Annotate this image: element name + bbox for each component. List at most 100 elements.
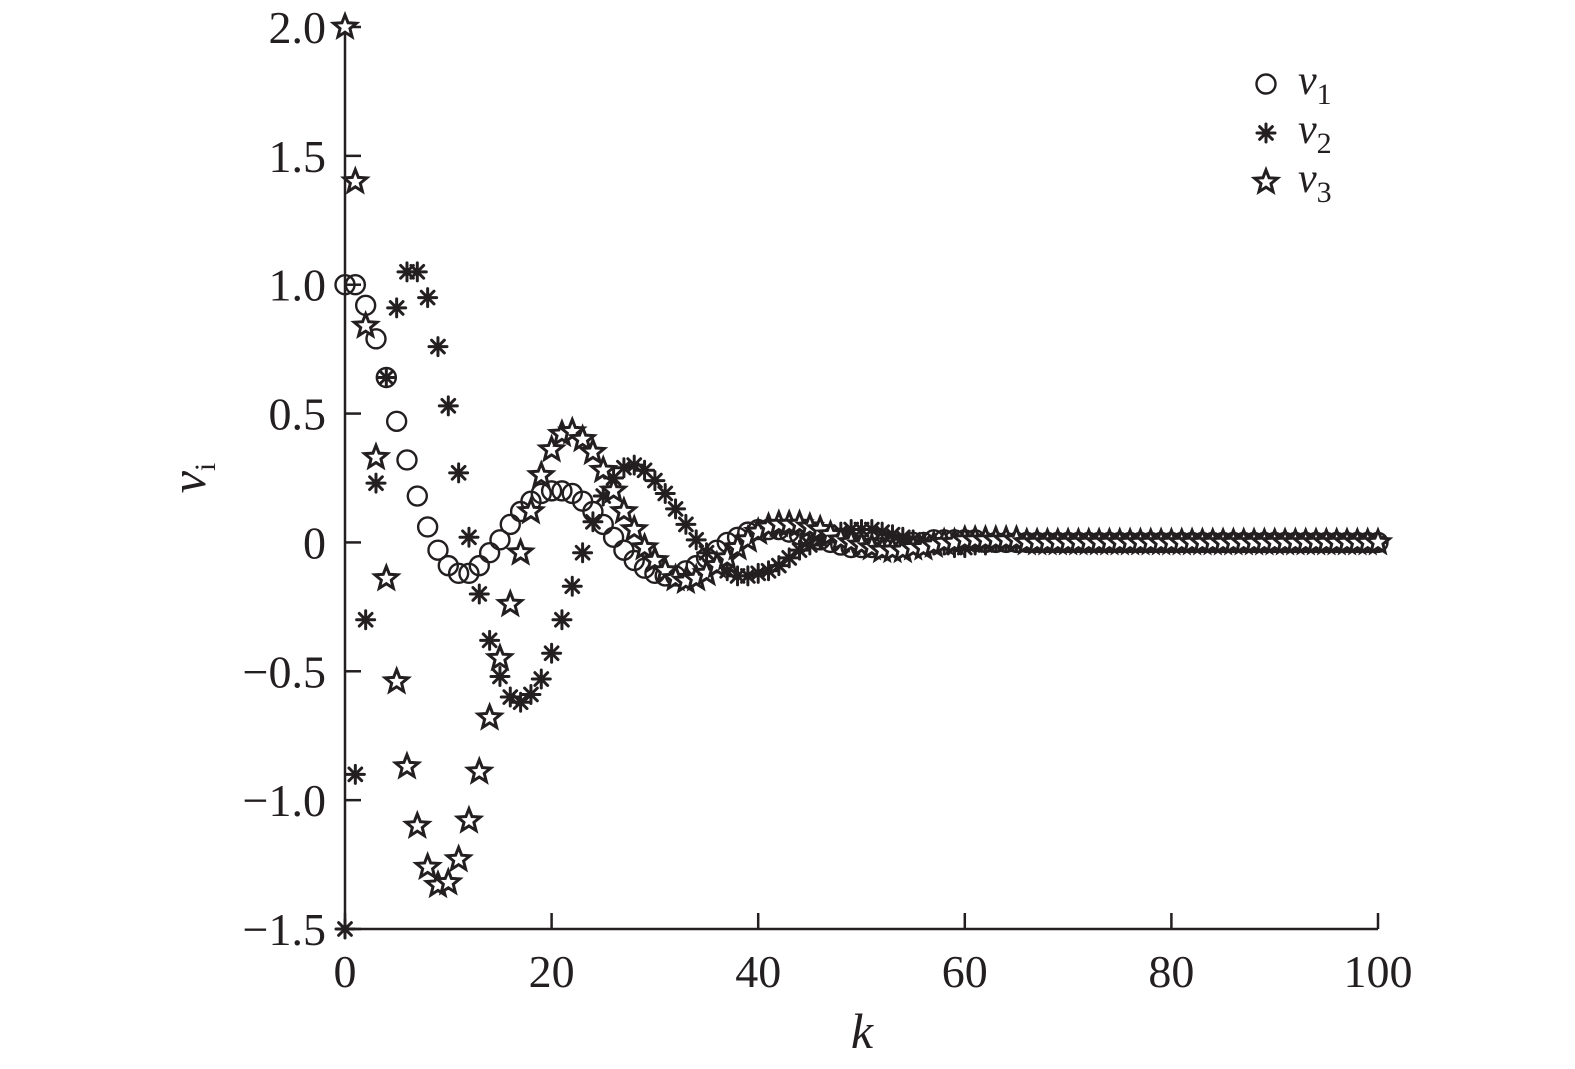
data-point-v1 (416, 516, 439, 538)
data-point-v2 (437, 395, 459, 417)
data-point-v2 (489, 665, 511, 687)
legend-label-v1: v1 (1298, 58, 1332, 111)
y-tick-label: 0 (303, 517, 326, 568)
data-point-v1 (396, 449, 418, 471)
data-point-v1 (334, 274, 356, 296)
y-tick-label: −1.5 (243, 904, 326, 955)
y-tick-label: 2.0 (269, 2, 327, 53)
data-point-v2 (334, 918, 356, 940)
data-point-v1 (406, 485, 429, 507)
data-point-v2 (778, 547, 800, 569)
data-point-v1 (602, 526, 625, 548)
y-axis-title-base: v (160, 470, 216, 493)
data-point-v3 (432, 866, 464, 896)
series-v2 (334, 261, 1389, 940)
series-v3 (329, 10, 1394, 899)
data-point-v3 (340, 165, 371, 195)
data-point-v2 (582, 511, 604, 533)
y-tick-label: 1.0 (269, 260, 327, 311)
data-point-v1 (344, 274, 367, 296)
x-tick-label: 20 (529, 946, 575, 997)
data-point-v3 (505, 536, 536, 566)
data-point-v2 (468, 583, 490, 605)
data-point-v2 (561, 575, 583, 597)
data-point-v2 (520, 683, 542, 705)
data-point-v3 (515, 495, 547, 525)
data-point-v3 (381, 665, 412, 695)
data-point-v2 (541, 642, 563, 664)
data-point-v3 (463, 755, 495, 785)
data-point-v3 (443, 843, 474, 873)
data-point-v1 (427, 539, 449, 561)
data-point-v3 (391, 750, 423, 780)
data-point-v3 (329, 10, 361, 41)
data-point-v3 (629, 531, 660, 561)
x-axis-title: k (851, 1003, 874, 1059)
y-axis-title: vi (160, 463, 222, 494)
data-point-v2 (344, 763, 366, 785)
data-point-v2 (685, 529, 707, 551)
data-point-v2 (675, 513, 697, 535)
data-point-v2 (479, 629, 501, 651)
data-point-v3 (494, 588, 526, 618)
legend-label-v2: v2 (1298, 107, 1332, 160)
legend-marker-v2 (1255, 122, 1277, 144)
y-tick-label: −0.5 (243, 646, 326, 697)
x-tick-label: 0 (334, 946, 357, 997)
data-marks (329, 10, 1394, 940)
data-point-v2 (458, 526, 480, 548)
data-point-v3 (587, 454, 619, 484)
data-point-v3 (567, 423, 598, 453)
data-point-v1 (468, 554, 490, 577)
data-point-v2 (365, 472, 387, 494)
data-point-v1 (489, 529, 511, 551)
data-point-v1 (365, 328, 387, 350)
data-point-v2 (375, 366, 397, 388)
data-point-v2 (510, 691, 532, 713)
data-point-v1 (499, 513, 521, 536)
data-point-v2 (654, 482, 676, 504)
y-tick-label: 1.5 (269, 131, 327, 182)
x-tick-label: 40 (735, 946, 781, 997)
data-point-v3 (350, 309, 381, 339)
data-point-v1 (385, 410, 408, 433)
data-point-v2 (406, 261, 428, 283)
data-point-v2 (644, 470, 666, 492)
data-point-v3 (1362, 526, 1394, 556)
data-point-v3 (536, 433, 567, 463)
x-tick-label: 80 (1148, 946, 1194, 997)
data-point-v1 (540, 480, 563, 502)
data-point-v2 (448, 462, 470, 484)
data-point-v3 (412, 851, 443, 881)
data-point-v3 (608, 495, 640, 525)
data-point-v1 (447, 562, 470, 585)
data-point-v3 (371, 562, 402, 592)
legend-label-v3: v3 (1298, 156, 1332, 209)
legend-marker-v1 (1255, 73, 1277, 95)
data-point-v2 (427, 336, 449, 358)
y-tick-label: 0.5 (269, 389, 327, 440)
x-tick-label: 60 (942, 946, 988, 997)
data-point-v1 (551, 480, 573, 502)
data-point-v2 (417, 287, 439, 309)
data-point-v3 (484, 642, 516, 672)
axis-ticks: 0 20 40 60 80 100 2.0 1.5 1.0 0.5 0 −0.5 −1.0 −1.5 (243, 2, 1413, 997)
data-point-v2 (572, 542, 594, 564)
y-axis-title-sub: i (189, 463, 222, 471)
data-point-v3 (453, 804, 485, 834)
data-point-v2 (386, 297, 408, 319)
x-tick-label: 100 (1344, 946, 1413, 997)
data-point-v3 (401, 809, 433, 839)
data-point-v2 (665, 498, 687, 520)
data-point-v2 (530, 668, 552, 690)
data-point-v3 (474, 701, 505, 731)
y-tick-label: −1.0 (243, 775, 326, 826)
data-point-v3 (360, 441, 392, 471)
data-point-v1 (478, 542, 501, 564)
data-point-v3 (577, 436, 609, 466)
axes (343, 27, 1378, 931)
data-point-v3 (525, 459, 557, 489)
data-point-v3 (598, 474, 629, 504)
